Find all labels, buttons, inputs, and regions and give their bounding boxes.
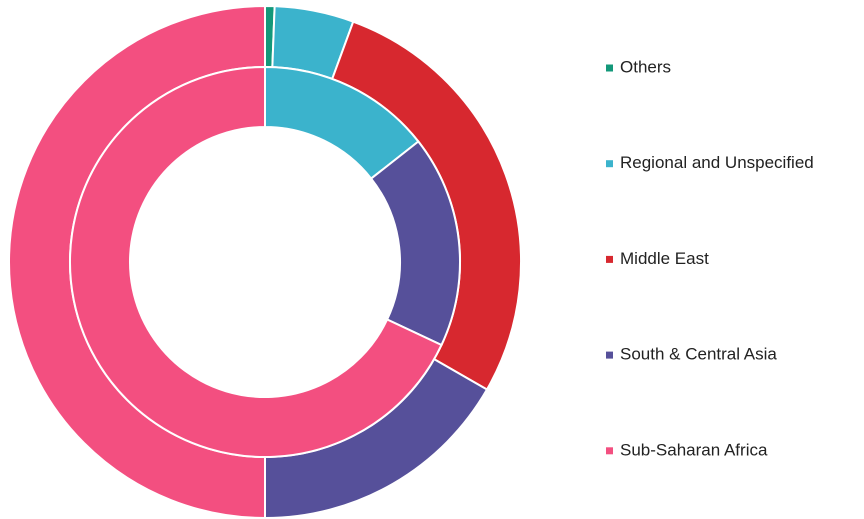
donut-segment xyxy=(69,65,443,458)
legend-swatch xyxy=(606,64,613,72)
legend-label: Regional and Unspecified xyxy=(620,153,814,172)
legend-swatch xyxy=(606,351,613,359)
legend-swatch xyxy=(606,160,613,168)
legend-label: Sub-Saharan Africa xyxy=(620,440,768,459)
legend-label: Middle East xyxy=(620,249,709,268)
legend-label: South & Central Asia xyxy=(620,345,777,364)
legend-swatch xyxy=(606,447,613,455)
legend-label: Others xyxy=(620,57,671,76)
legend-swatch xyxy=(606,255,613,263)
